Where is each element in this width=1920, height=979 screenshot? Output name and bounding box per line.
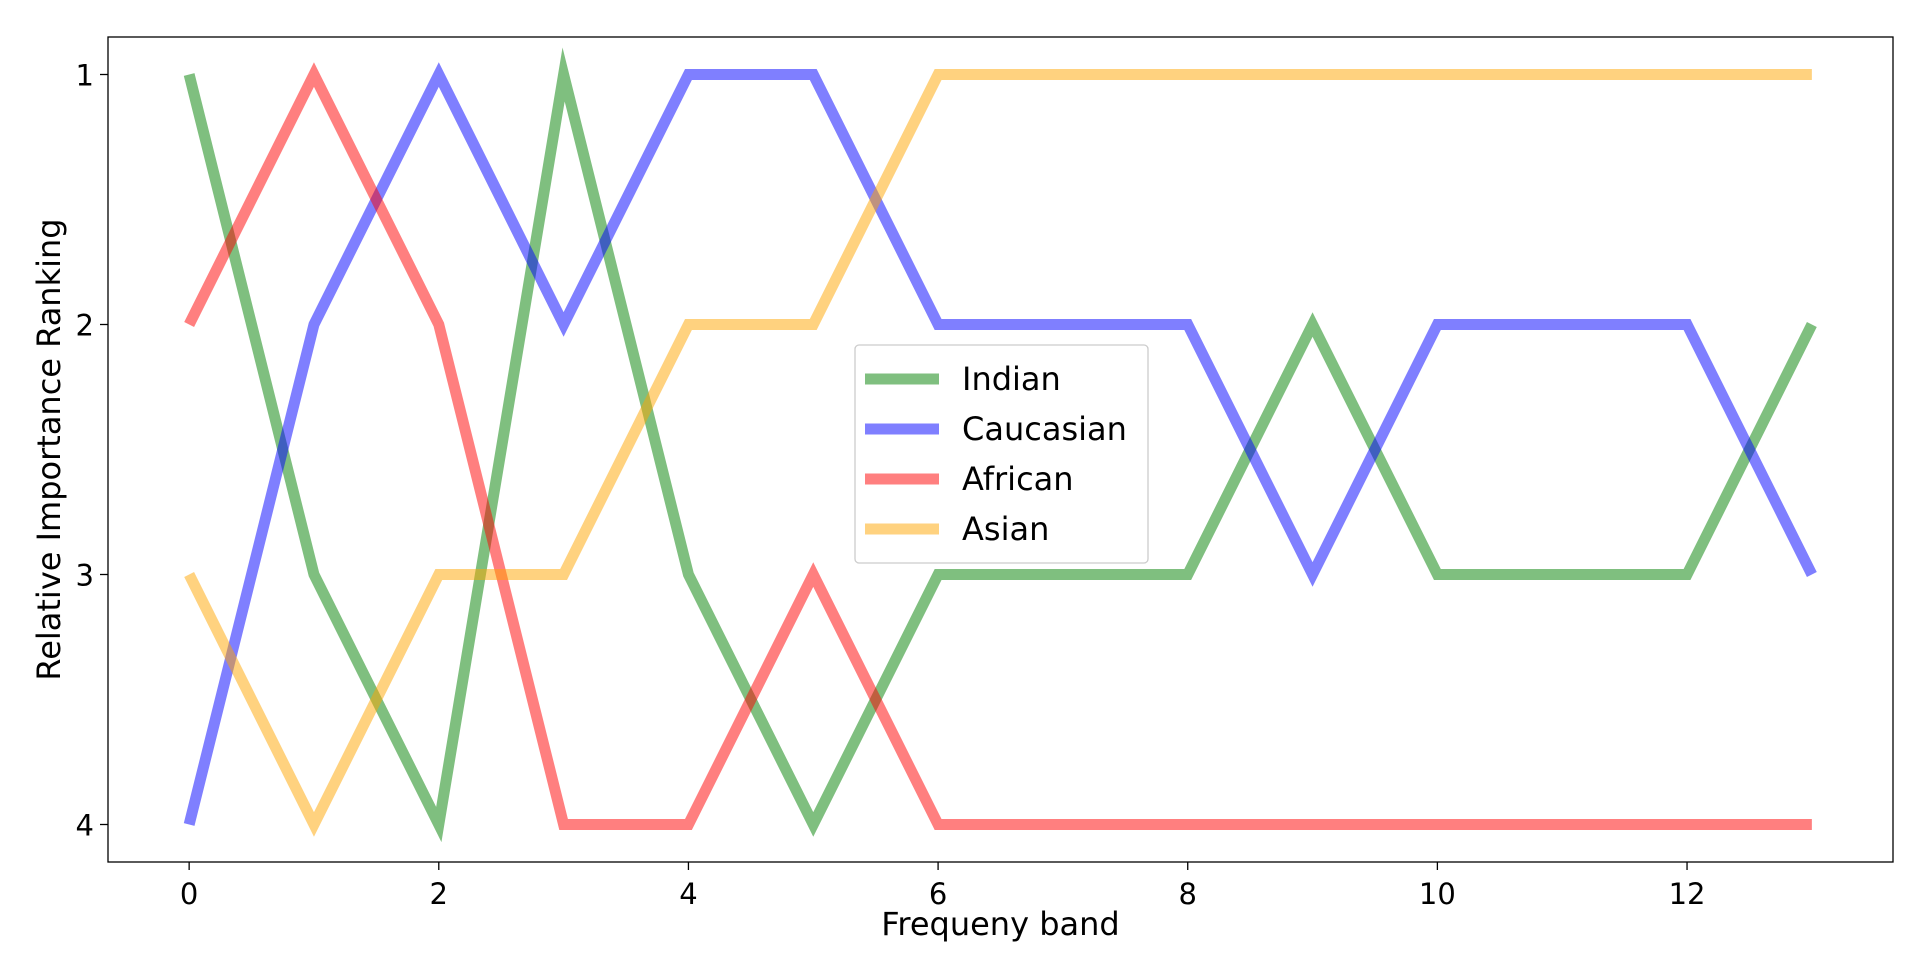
series-line-caucasian xyxy=(183,62,1817,826)
legend-label: Indian xyxy=(962,360,1061,398)
plot-lines xyxy=(183,47,1817,843)
legend-item-caucasian: Caucasian xyxy=(865,410,1127,448)
legend-label: Caucasian xyxy=(962,410,1127,448)
plot-frame xyxy=(107,36,1894,863)
x-tick-label: 4 xyxy=(679,877,697,911)
legend: Indian Caucasian African Asian xyxy=(854,344,1149,564)
legend-item-asian: Asian xyxy=(865,510,1049,548)
x-axis-label: Frequeny band xyxy=(881,905,1119,943)
y-tick-label: 2 xyxy=(76,309,94,343)
legend-label: African xyxy=(962,460,1074,498)
legend-item-indian: Indian xyxy=(865,360,1061,398)
x-tick-label: 10 xyxy=(1419,877,1456,911)
legend-item-african: African xyxy=(865,460,1074,498)
y-axis-ticks: 1 2 3 4 xyxy=(76,59,108,843)
legend-label: Asian xyxy=(962,510,1049,548)
x-tick-label: 2 xyxy=(430,877,448,911)
x-axis-ticks: 0 2 4 6 8 10 12 xyxy=(180,862,1706,911)
y-tick-label: 3 xyxy=(76,559,94,593)
y-tick-label: 4 xyxy=(76,809,94,843)
y-tick-label: 1 xyxy=(76,59,94,93)
y-axis-label: Relative Importance Ranking xyxy=(30,218,68,680)
x-tick-label: 8 xyxy=(1179,877,1197,911)
x-tick-label: 6 xyxy=(929,877,947,911)
x-tick-label: 0 xyxy=(180,877,198,911)
series-line-asian xyxy=(184,69,1812,837)
x-tick-label: 12 xyxy=(1669,877,1706,911)
series-line-african xyxy=(184,62,1812,830)
legend-box xyxy=(854,344,1149,564)
series-line-indian xyxy=(183,47,1817,843)
